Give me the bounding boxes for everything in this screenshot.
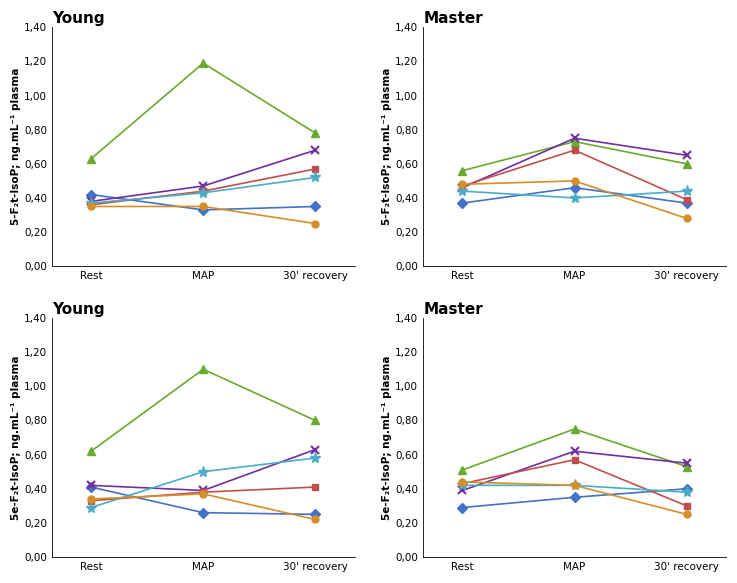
Text: Master: Master xyxy=(423,11,483,26)
Text: Master: Master xyxy=(423,302,483,317)
Y-axis label: 5e-F₂t-IsoP; ng.mL⁻¹ plasma: 5e-F₂t-IsoP; ng.mL⁻¹ plasma xyxy=(383,355,392,520)
Y-axis label: 5-F₂t-IsoP; ng.mL⁻¹ plasma: 5-F₂t-IsoP; ng.mL⁻¹ plasma xyxy=(11,68,21,226)
Y-axis label: 5e-F₂t-IsoP; ng.mL⁻¹ plasma: 5e-F₂t-IsoP; ng.mL⁻¹ plasma xyxy=(11,355,21,520)
Text: Young: Young xyxy=(52,11,105,26)
Y-axis label: 5-F₂t-IsoP; ng.mL⁻¹ plasma: 5-F₂t-IsoP; ng.mL⁻¹ plasma xyxy=(383,68,392,226)
Text: Young: Young xyxy=(52,302,105,317)
